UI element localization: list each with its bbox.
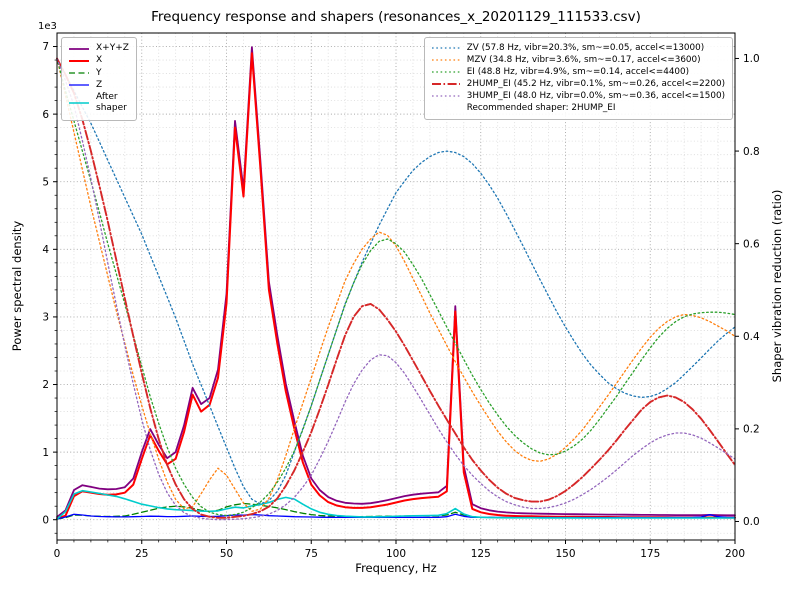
shaper-legend: ZV (57.8 Hz, vibr=20.3%, sm~=0.05, accel… [423, 37, 733, 120]
y-right-tick-label: 0.6 [743, 238, 760, 250]
series-ei [56, 57, 736, 517]
x-tick-label: 200 [725, 548, 745, 560]
axis-ticks: 0 25 50 75 100 125 150 175 200 0 1 2 3 4 5 6 7 0.0 0.2 0.4 0… [42, 41, 760, 560]
x-tick-label: 175 [640, 548, 660, 560]
psd-legend: X+Y+Z X Y Z After shaper [61, 37, 137, 121]
y-left-axis-label: Power spectral density [10, 220, 24, 352]
legend-item-mzv: MZV (34.8 Hz, vibr=3.6%, sm~=0.17, accel… [431, 55, 725, 66]
y-left-tick-label: 3 [42, 312, 49, 324]
recommended-shaper-label: Recommended shaper: 2HUMP_EI [466, 102, 616, 113]
legend-label: EI (48.8 Hz, vibr=4.9%, sm~=0.14, accel<… [466, 66, 690, 77]
legend-item-ei: EI (48.8 Hz, vibr=4.9%, sm~=0.14, accel<… [431, 67, 725, 78]
legend-line-sample-mzv [431, 59, 460, 62]
legend-line-sample-x [69, 59, 89, 62]
legend-item-3hump-ei: 3HUMP_EI (48.0 Hz, vibr=0.0%, sm~=0.36, … [431, 91, 725, 102]
y-left-tick-label: 6 [42, 109, 49, 121]
legend-line-sample-ei [431, 71, 460, 74]
x-tick-label: 0 [54, 548, 61, 560]
legend-label: ZV (57.8 Hz, vibr=20.3%, sm~=0.05, accel… [466, 43, 705, 53]
legend-item-x-y-z: X+Y+Z [68, 43, 129, 54]
chart-title: Frequency response and shapers (resonanc… [151, 9, 641, 25]
legend-item-z: Z [68, 80, 129, 91]
y-right-tick-label: 0.8 [743, 146, 760, 158]
x-tick-label: 50 [220, 548, 233, 560]
legend-item-zv: ZV (57.8 Hz, vibr=20.3%, sm~=0.05, accel… [431, 43, 725, 54]
legend-label: 3HUMP_EI (48.0 Hz, vibr=0.0%, sm~=0.36, … [466, 90, 725, 101]
x-tick-label: 25 [135, 548, 148, 560]
legend-line-sample-zv [431, 47, 460, 50]
series-zv [56, 57, 736, 505]
y-right-tick-label: 0.0 [743, 516, 760, 528]
legend-label: Y [96, 67, 102, 78]
y-left-tick-label: 5 [42, 176, 49, 188]
legend-line-sample-3hump-ei [431, 95, 460, 98]
y-right-tick-label: 0.4 [743, 331, 760, 343]
legend-label: 2HUMP_EI (45.2 Hz, vibr=0.1%, sm~=0.26, … [466, 78, 725, 89]
series-2hump-ei [56, 57, 736, 519]
series-x-y-z [56, 46, 736, 518]
legend-label: Z [96, 79, 103, 90]
legend-label: MZV (34.8 Hz, vibr=3.6%, sm~=0.17, accel… [466, 54, 701, 65]
series-3hump-ei [56, 57, 736, 521]
y-left-tick-label: 1 [42, 447, 49, 459]
x-tick-label: 150 [555, 548, 575, 560]
x-tick-label: 125 [471, 548, 491, 560]
y-right-axis-label: Shaper vibration reduction (ratio) [770, 189, 784, 383]
x-tick-label: 100 [386, 548, 406, 560]
legend-line-sample-x-y-z [69, 47, 89, 50]
legend-label: X [96, 55, 103, 66]
y-right-tick-label: 1.0 [743, 53, 760, 65]
minor-gridlines [57, 33, 735, 540]
series-after-shaper [56, 489, 736, 520]
y-left-tick-label: 2 [42, 379, 49, 391]
y-left-tick-label: 0 [42, 514, 49, 526]
legend-label: X+Y+Z [96, 43, 129, 53]
legend-item-y: Y [68, 68, 129, 79]
legend-item-recommended-shaper: Recommended shaper: 2HUMP_EI [431, 103, 725, 114]
x-tick-label: 75 [305, 548, 318, 560]
y-right-tick-label: 0.2 [743, 424, 760, 436]
x-axis-label: Frequency, Hz [355, 561, 437, 575]
legend-item-2hump-ei: 2HUMP_EI (45.2 Hz, vibr=0.1%, sm~=0.26, … [431, 79, 725, 90]
legend-item-after-shaper: After shaper [68, 92, 129, 115]
y-left-tick-label: 4 [42, 244, 49, 256]
legend-item-x: X [68, 55, 129, 66]
legend-label: After shaper [96, 92, 127, 114]
legend-line-sample-z [69, 84, 89, 87]
y-left-tick-label: 7 [42, 41, 49, 53]
legend-line-sample-y [69, 72, 89, 74]
y-left-axis-multiplier: 1e3 [38, 21, 57, 32]
series-mzv [56, 57, 736, 512]
legend-line-sample-after-shaper [69, 102, 89, 105]
legend-line-sample-2hump-ei [431, 83, 460, 86]
